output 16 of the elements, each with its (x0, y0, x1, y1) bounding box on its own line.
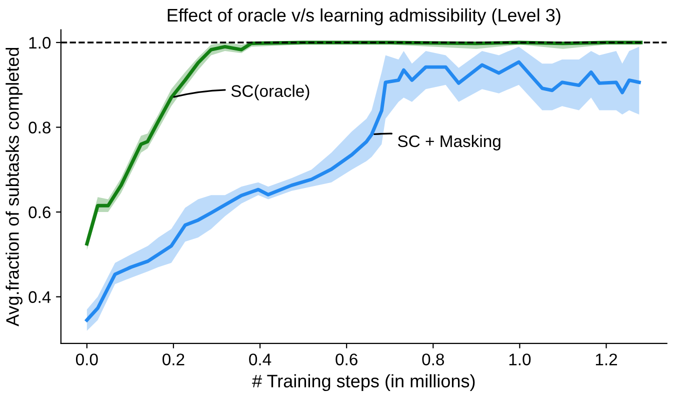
y-axis-title: Avg.fraction of subtasks completed (6, 48, 22, 326)
series-label: SC + Masking (398, 134, 500, 150)
chart-title: Effect of oracle v/s learning admissibility (Level 3) (168, 8, 560, 26)
x-tick-label: 0.8 (422, 354, 444, 366)
y-tick-label: 0.8 (28, 122, 50, 134)
y-tick-label: 0.4 (28, 291, 51, 303)
y-tick-label: 0.6 (28, 206, 50, 218)
y-tick-label: 1.0 (29, 36, 51, 49)
x-tick-label: 1.2 (596, 354, 617, 366)
x-tick-label: 0.0 (76, 354, 98, 366)
x-tick-label: 0.4 (249, 354, 272, 366)
x-axis-title: # Training steps (in millions) (252, 374, 475, 392)
x-tick-label: 1.0 (509, 354, 531, 366)
x-tick-label: 0.6 (336, 354, 358, 366)
x-tick-label: 0.2 (162, 354, 184, 366)
text: SC(oracle) (231, 84, 310, 100)
